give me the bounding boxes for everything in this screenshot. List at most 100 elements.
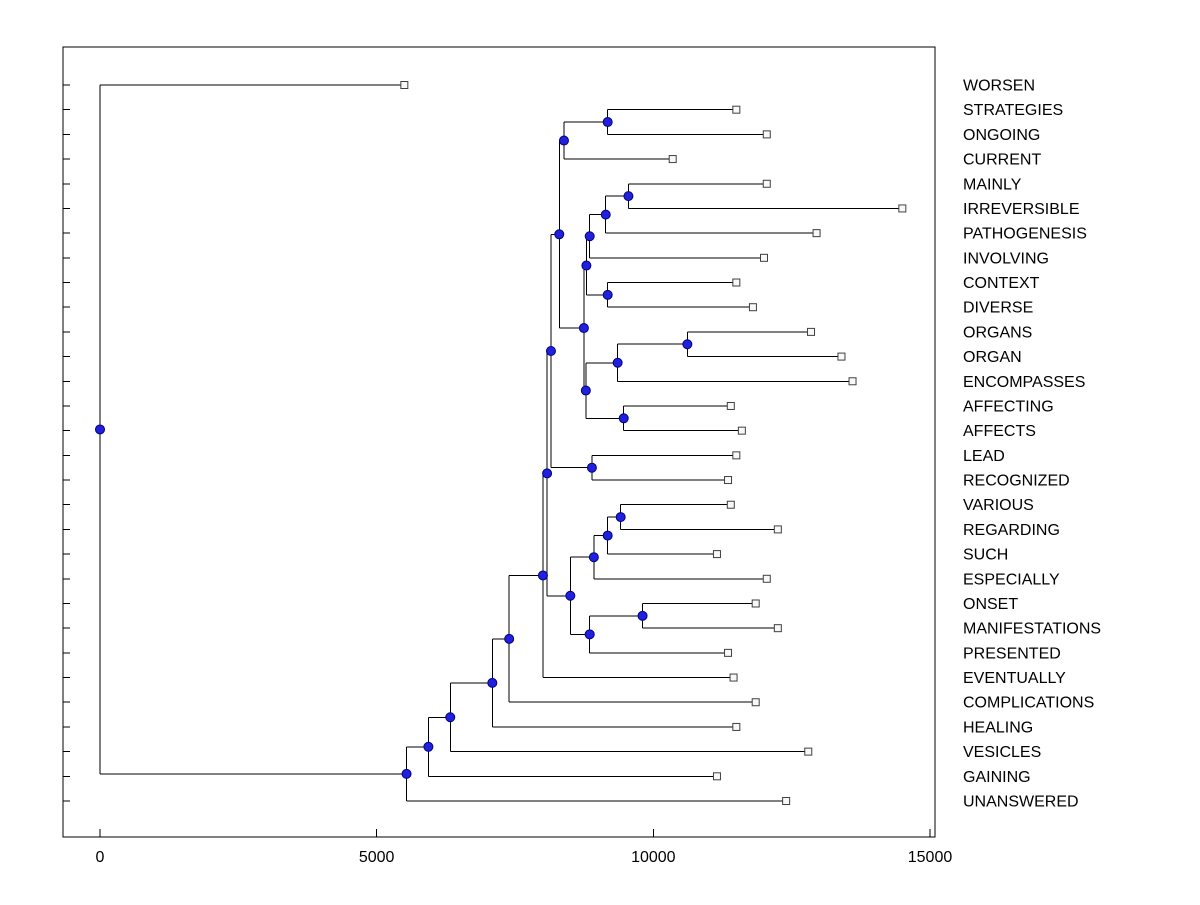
internal-node-marker: [682, 339, 693, 350]
leaf-marker: [729, 673, 738, 682]
internal-node-marker: [602, 289, 613, 300]
leaf-label: ESPECIALLY: [963, 571, 1060, 588]
leaf-marker: [760, 253, 768, 262]
internal-node-marker: [612, 357, 623, 368]
internal-node-marker: [584, 629, 595, 640]
leaf-marker: [812, 229, 821, 238]
leaf-labels: WORSEN STRATEGIES ONGOING CURRENT MAINLY IRRE…: [963, 78, 1101, 811]
leaf-label: VARIOUS: [963, 497, 1034, 514]
leaf-marker: [848, 377, 857, 386]
leaf-label: UNANSWERED: [963, 794, 1079, 811]
leaf-label: EVENTUALLY: [963, 670, 1066, 687]
leaf-marker: [748, 303, 757, 312]
leaf-marker: [732, 451, 741, 460]
leaf-label: INVOLVING: [963, 250, 1049, 267]
internal-node-marker: [588, 552, 599, 563]
leaf-marker: [726, 401, 735, 410]
internal-node-marker: [545, 345, 556, 356]
internal-node-marker: [537, 570, 548, 581]
leaf-marker: [732, 722, 741, 731]
leaf-marker: [762, 179, 771, 188]
leaf-marker: [773, 525, 782, 534]
internal-node-marker: [602, 530, 613, 541]
leaf-marker: [724, 648, 733, 657]
leaf-label: LEAD: [963, 448, 1005, 465]
leaf-label: ORGANS: [963, 324, 1032, 341]
leaf-label: ORGAN: [963, 349, 1022, 366]
leaf-marker: [782, 797, 791, 805]
leaf-label: MANIFESTATIONS: [963, 621, 1101, 638]
internal-node-marker: [558, 135, 569, 146]
branch-lines: [99, 84, 903, 802]
leaf-marker: [762, 574, 771, 583]
leaf-label: PRESENTED: [963, 645, 1061, 662]
internal-node-marker: [586, 462, 597, 473]
internal-node-marker: [615, 512, 626, 523]
internal-node-marker: [423, 741, 434, 752]
leaf-label: WORSEN: [963, 78, 1035, 95]
leaf-marker: [751, 698, 760, 707]
x-tick-label: 15000: [908, 849, 953, 866]
internal-node-marker: [637, 610, 648, 621]
internal-node-marker: [584, 231, 595, 242]
leaf-label: ENCOMPASSES: [963, 374, 1085, 391]
leaf-label: HEALING: [963, 719, 1033, 736]
leaf-label: AFFECTS: [963, 423, 1036, 440]
internal-node-marker: [542, 468, 553, 479]
leaf-marker: [837, 352, 846, 361]
leaf-marker: [773, 624, 782, 633]
leaf-marker: [712, 550, 721, 559]
node-markers: [95, 81, 907, 805]
axis-layer: 0 5000 10000 15000: [62, 46, 953, 866]
leaf-marker: [751, 599, 760, 608]
axis-box: [62, 46, 936, 838]
x-tick-label: 5000: [359, 849, 395, 866]
internal-node-marker: [581, 260, 592, 271]
leaf-marker: [732, 105, 741, 114]
leaf-label: COMPLICATIONS: [963, 695, 1094, 712]
leaf-marker: [726, 500, 735, 509]
internal-node-marker: [565, 590, 576, 601]
x-tick-label: 0: [96, 849, 105, 866]
leaf-marker: [400, 81, 409, 89]
leaf-label: ONSET: [963, 596, 1018, 613]
leaf-label: IRREVERSIBLE: [963, 201, 1079, 218]
leaf-label: MAINLY: [963, 176, 1022, 193]
leaf-label: VESICLES: [963, 744, 1041, 761]
internal-node-marker: [95, 424, 105, 435]
leaf-marker: [732, 278, 741, 287]
internal-node-marker: [401, 768, 412, 779]
internal-node-marker: [623, 191, 634, 202]
internal-node-marker: [504, 633, 515, 644]
x-tick-label: 10000: [631, 849, 676, 866]
internal-node-marker: [580, 385, 591, 396]
leaf-label: RECOGNIZED: [963, 473, 1070, 490]
leaf-marker: [712, 772, 721, 781]
leaf-label: SUCH: [963, 547, 1008, 564]
leaf-label: STRATEGIES: [963, 102, 1063, 119]
leaf-marker: [807, 327, 816, 336]
leaf-label: ONGOING: [963, 127, 1040, 144]
leaf-label: DIVERSE: [963, 300, 1033, 317]
leaf-label: CURRENT: [963, 152, 1041, 169]
leaf-marker: [737, 426, 746, 435]
internal-node-marker: [578, 323, 589, 334]
internal-node-marker: [618, 413, 629, 424]
leaf-label: REGARDING: [963, 522, 1060, 539]
internal-node-marker: [602, 117, 613, 128]
leaf-marker: [762, 130, 771, 139]
internal-node-marker: [600, 209, 611, 220]
leaf-marker: [804, 747, 813, 756]
leaf-label: GAINING: [963, 769, 1031, 786]
internal-node-marker: [487, 677, 498, 688]
internal-node-marker: [445, 712, 456, 723]
leaf-marker: [724, 476, 733, 485]
leaf-label: AFFECTING: [963, 398, 1054, 415]
leaf-label: CONTEXT: [963, 275, 1040, 292]
leaf-marker: [668, 155, 677, 164]
internal-node-marker: [554, 229, 565, 240]
leaf-marker: [898, 204, 907, 213]
leaf-label: PATHOGENESIS: [963, 226, 1087, 243]
